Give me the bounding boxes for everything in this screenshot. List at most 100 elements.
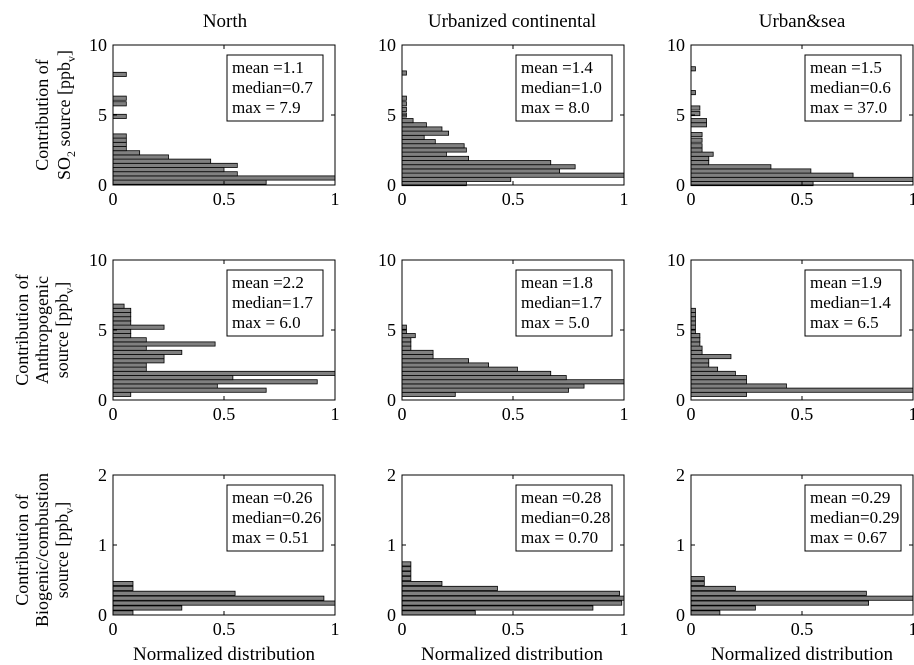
panel-r0-c0-bar-8 — [112, 146, 127, 152]
panel-r0-c2-ytick-label-1: 5 — [676, 105, 685, 125]
panel-r1-c1-bar-12 — [401, 341, 412, 347]
panel-r0-c0-ytick-label-1: 5 — [98, 105, 107, 125]
panel-r1-c1-stats-line-0: mean =1.8 — [521, 273, 593, 292]
panel-r2-c1-stats-line-0: mean =0.28 — [521, 488, 601, 507]
panel-r1-c2-ytick-label-2: 10 — [667, 250, 685, 270]
panel-r0-c2-bar-3 — [690, 168, 812, 174]
panel-r1-c1-bar-13 — [401, 337, 412, 343]
panel-r1-c2-bar-4 — [690, 375, 747, 381]
panel-r1-c1-stats-box — [515, 269, 613, 337]
panel-r1-c0-xtick-label-0: 0 — [109, 404, 118, 424]
panel-r1-c1-stats-line-1: median=1.7 — [521, 293, 602, 312]
panel-r1-c0-stats-line-2: max = 6.0 — [232, 313, 301, 332]
panel-r2-c2-ytick-label-1: 1 — [676, 535, 685, 555]
panel-r1-c0-bar-21 — [112, 303, 125, 309]
panel-r1-c2-bar-16 — [690, 324, 696, 330]
panel-r1-c0-bar-10 — [112, 349, 183, 355]
panel-r1-c0-stats-line-0: mean =2.2 — [232, 273, 304, 292]
panel-r0-c1-stats-line-1: median=1.0 — [521, 78, 602, 97]
panel-r2-c0-bar-2 — [112, 600, 336, 606]
panel-r1-c1-bar-10 — [401, 349, 434, 355]
panel-r0-c1-bar-2 — [401, 172, 625, 178]
panel-r0-c1-bar-7 — [401, 151, 447, 157]
panel-r2-c1-stats-line-1: median=0.28 — [521, 508, 610, 527]
panel-r2-c1-bar-1 — [401, 605, 594, 611]
panel-r1-c2-xtick-label-1: 0.5 — [791, 404, 814, 424]
panel-r2-c1-bar-9 — [401, 566, 412, 572]
panel-r2-c2-bar-0 — [690, 610, 721, 616]
panel-r2-c2-stats-line-0: mean =0.29 — [810, 488, 890, 507]
panel-r1-c0-ytick-label-2: 10 — [89, 250, 107, 270]
panel-r2-c2-xtick-label-0: 0 — [687, 619, 696, 639]
panel-r1-c0-bar-6 — [112, 366, 147, 372]
panel-r0-c0-stats-line-2: max = 7.9 — [232, 98, 301, 117]
panel-r0-c1-ytick-label-0: 0 — [387, 175, 396, 195]
panel-r0-c1-xtick-label-0: 0 — [398, 189, 407, 209]
panel-r1-c0-stats-box — [226, 269, 324, 337]
panel-r2-c0-bar-5 — [112, 585, 134, 591]
panel-r0-c0-bar-7 — [112, 150, 141, 156]
panel-r2-c0-ytick-label-0: 0 — [98, 605, 107, 625]
panel-r0-c0-bar-14 — [112, 95, 127, 101]
column-title-urbanized-continental: Urbanized continental — [428, 11, 596, 32]
panel-r1-c2-bar-5 — [690, 370, 736, 376]
panel-r0-c0-bar-1 — [112, 175, 336, 181]
panel-r2-c0-bar-4 — [112, 590, 236, 596]
panel-r0-c2-bar-9 — [690, 143, 703, 149]
panel-r2-c0-ytick-label-2: 2 — [98, 465, 107, 485]
panel-r0-c2-xtick-label-0: 0 — [687, 189, 696, 209]
panel-r2-c0-stats-line-1: median=0.26 — [232, 508, 321, 527]
panel-r1-c1-bar-2 — [401, 383, 585, 389]
panel-r1-c1-bar-16 — [401, 324, 407, 330]
panel-r0-c1-bar-6 — [401, 155, 469, 161]
panel-r2-c0-bar-6 — [112, 581, 134, 587]
svg-text:Contribution of: Contribution of — [32, 59, 52, 171]
panel-r0-c0-bar-4 — [112, 162, 238, 168]
panel-r0-c0-bar-15 — [112, 71, 127, 77]
row-label-so2: Contribution of SO2 source [ppbv] — [32, 50, 78, 180]
panel-r0-c2-stats-line-0: mean =1.5 — [810, 58, 882, 77]
panel-r0-c2-bar-12 — [690, 122, 707, 128]
panel-r1-c2-stats-line-2: max = 6.5 — [810, 313, 879, 332]
svg-text:source [ppbv]: source [ppbv] — [52, 282, 76, 378]
panel-r2-c1-bar-10 — [401, 561, 412, 567]
panel-r0-c2-bar-1 — [690, 176, 914, 182]
panel-r1-c2-bar-6 — [690, 366, 719, 372]
panel-r0-c0-bar-6 — [112, 154, 169, 160]
panel-r0-c0-bar-9 — [112, 141, 127, 147]
row-label-anthropogenic-line1: Contribution of — [12, 274, 32, 386]
panel-r1-c2-bar-19 — [690, 312, 696, 318]
panel-r0-c1-bar-18 — [401, 101, 407, 107]
panel-r0-c1-ytick-label-1: 5 — [387, 105, 396, 125]
panel-r0-c2-bar-11 — [690, 132, 703, 138]
panel-r2-c1-xtick-label-2: 1 — [620, 619, 629, 639]
panel-r0-c1-xtick-label-1: 0.5 — [502, 189, 525, 209]
panel-r1-c0-bar-12 — [112, 341, 216, 347]
panel-r0-c0-xtick-label-0: 0 — [109, 189, 118, 209]
panel-r0-c2-bar-16 — [690, 90, 696, 96]
panel-r0-c1-stats-line-2: max = 8.0 — [521, 98, 590, 117]
panel-r2-c2-bar-3 — [690, 595, 914, 601]
row-label-biogenic: Contribution of Biogenic/combustion sour… — [12, 473, 76, 627]
panel-r0-c1-xtick-label-2: 1 — [620, 189, 629, 209]
panel-r0-c0-stats-line-1: median=0.7 — [232, 78, 313, 97]
panel-r0-c1-bar-13 — [401, 126, 443, 132]
panel-r1-c0-stats-line-1: median=1.7 — [232, 293, 313, 312]
panel-r1-c1-bar-5 — [401, 370, 552, 376]
panel-r1-c0-bar-0 — [112, 391, 132, 397]
panel-r0-c0-bar-2 — [112, 171, 238, 177]
panel-r2-c1-ytick-label-0: 0 — [387, 605, 396, 625]
column-title-north: North — [203, 11, 248, 32]
panel-r1-c0-bar-8 — [112, 358, 165, 364]
panel-r1-c1-stats-line-2: max = 5.0 — [521, 313, 590, 332]
panel-r2-c0-stats-box — [226, 484, 324, 552]
panel-r0-c2-xtick-label-2: 1 — [909, 189, 914, 209]
x-axis-label-urban-sea: Normalized distribution — [711, 644, 894, 665]
panel-r1-c2-bar-2 — [690, 383, 787, 389]
panel-r1-c1-bar-8 — [401, 358, 469, 364]
panel-r2-c0-stats-line-0: mean =0.26 — [232, 488, 312, 507]
